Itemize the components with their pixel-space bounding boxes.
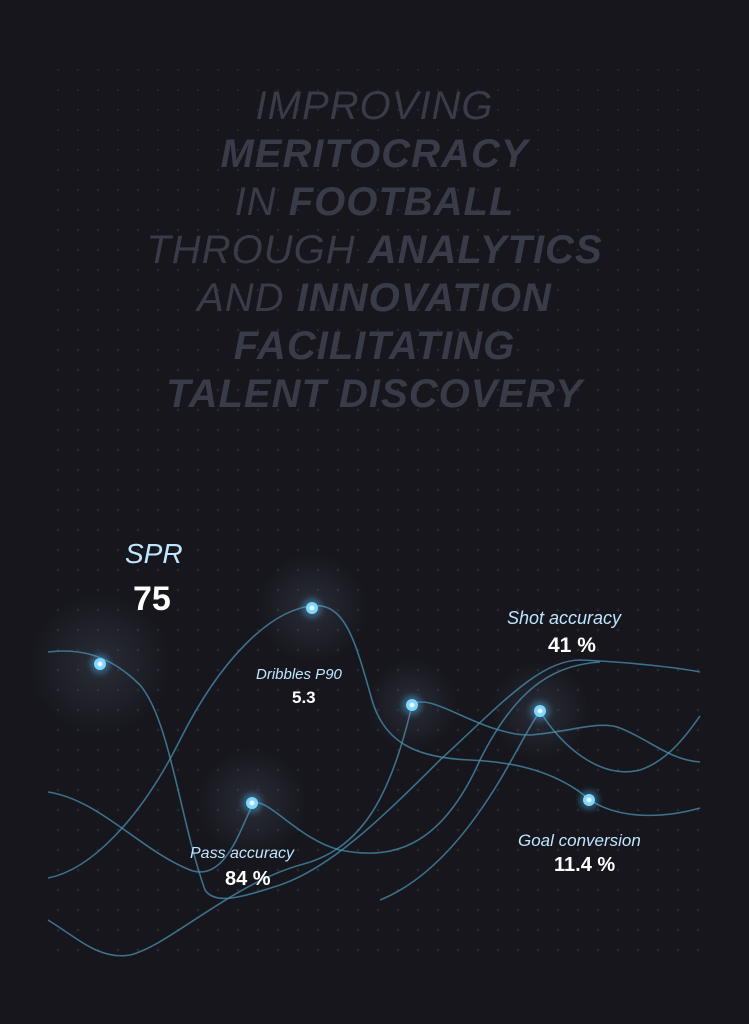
pass-accuracy-value: 84 %	[225, 868, 271, 890]
node-dribbles	[302, 598, 322, 618]
headline-word: AND	[197, 276, 297, 320]
node-shot-accuracy	[530, 701, 550, 721]
headline-word: TALENT DISCOVERY	[166, 372, 583, 416]
shot-accuracy-label: Shot accuracy	[507, 608, 622, 628]
headline-line-3: IN FOOTBALL	[0, 178, 749, 226]
node-pass-accuracy	[242, 793, 262, 813]
headline-line-2: MERITOCRACY	[0, 130, 749, 178]
headline: IMPROVING MERITOCRACY IN FOOTBALL THROUG…	[0, 82, 749, 418]
headline-line-1: IMPROVING	[0, 82, 749, 130]
headline-word: FACILITATING	[233, 324, 516, 368]
dribbles-label: Dribbles P90	[256, 666, 342, 683]
pass-accuracy-label: Pass accuracy	[190, 845, 295, 862]
node-spr	[90, 654, 110, 674]
goal-conversion-label: Goal conversion	[518, 831, 641, 850]
curve-line	[47, 650, 701, 900]
spr-label: SPR	[125, 538, 183, 569]
dribbles-value: 5.3	[292, 688, 316, 707]
spr-value: 75	[133, 580, 171, 618]
node-mid	[402, 695, 422, 715]
headline-word: INNOVATION	[296, 276, 552, 320]
curve-line	[47, 661, 601, 873]
goal-conversion-value: 11.4 %	[554, 854, 616, 876]
shot-accuracy-value: 41 %	[548, 634, 596, 657]
headline-line-7: TALENT DISCOVERY	[0, 370, 749, 418]
headline-word: FOOTBALL	[288, 180, 515, 224]
headline-line-6: FACILITATING	[0, 322, 749, 370]
headline-word: THROUGH	[146, 228, 368, 272]
headline-word: ANALYTICS	[367, 228, 603, 272]
headline-word: IMPROVING	[255, 84, 494, 128]
node-goal-conversion	[579, 790, 599, 810]
headline-line-5: AND INNOVATION	[0, 274, 749, 322]
headline-line-4: THROUGH ANALYTICS	[0, 226, 749, 274]
curve-line	[47, 701, 701, 957]
headline-word: IN	[234, 180, 289, 224]
headline-word: MERITOCRACY	[220, 132, 529, 176]
